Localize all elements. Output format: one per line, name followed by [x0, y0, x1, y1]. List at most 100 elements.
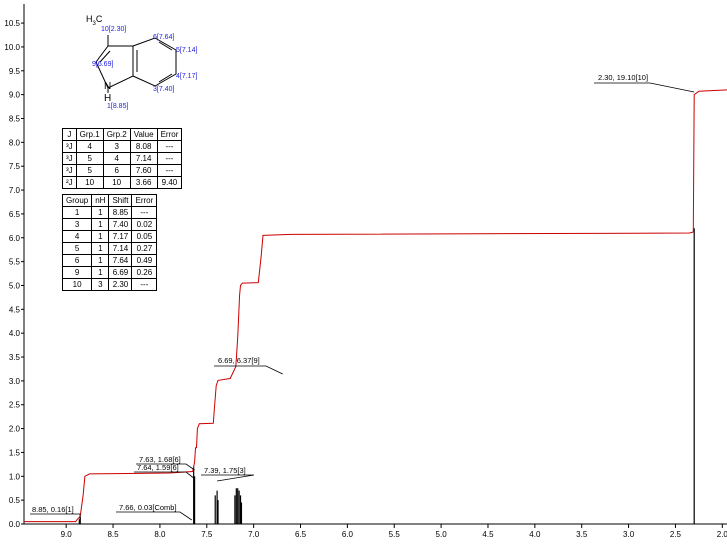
y-tick-label: 6.5	[9, 210, 21, 219]
atom-label-3: 3[7.40]	[153, 86, 174, 93]
x-tick-label: 9.0	[61, 530, 73, 539]
table-header-cell: Error	[131, 194, 158, 207]
x-tick-label: 2.0	[717, 530, 727, 539]
annotation-leader	[136, 463, 195, 471]
table-cell: 8.08	[129, 140, 158, 153]
x-tick-label: 7.0	[248, 530, 260, 539]
table-cell: 0.26	[131, 266, 158, 279]
atom-label-6: 6[7.64]	[153, 34, 174, 41]
table-row: 1 1 8.85 ---	[61, 206, 158, 219]
nh-hydrogen-label: H	[104, 93, 111, 104]
y-tick-label: 2.5	[9, 401, 21, 410]
table-cell: 7.17	[108, 230, 133, 243]
y-tick-label: 5.5	[9, 258, 21, 267]
peak-annotation-label: 7.63, 1.68[6]	[139, 455, 181, 464]
table-cell: 5	[61, 242, 93, 255]
table-cell: 7.40	[108, 218, 133, 231]
molecule-structure	[95, 35, 177, 93]
table-cell: 0.05	[131, 230, 158, 243]
table-row: ³J 5 4 7.14 ---	[62, 152, 183, 165]
annotation-leader	[201, 474, 255, 482]
peak-annotation-label: 2.30, 19.10[10]	[598, 73, 648, 82]
table-cell: 1	[91, 266, 110, 279]
table-cell: ---	[156, 164, 183, 177]
table-cell: ³J	[62, 152, 77, 165]
y-tick-label: 5.0	[9, 281, 21, 290]
table-cell: 10	[75, 176, 104, 189]
nitrogen-label: N	[104, 81, 111, 92]
table-header-row: J Grp.1 Grp.2 Value Error	[62, 128, 183, 141]
table-cell: 3	[91, 278, 110, 291]
table-cell: 9.40	[156, 176, 183, 189]
table-cell: ---	[156, 152, 183, 165]
y-tick-label: 9.0	[9, 91, 21, 100]
peak-annotation-label: 7.64, 1.59[6]	[137, 463, 179, 472]
table-cell: 1	[91, 242, 110, 255]
x-tick-label: 2.5	[670, 530, 682, 539]
x-tick-label: 8.5	[107, 530, 119, 539]
y-tick-label: 7.5	[9, 162, 21, 171]
peak-annotation-label: 7.39, 1.75[3]	[204, 466, 246, 475]
table-cell: 5	[75, 152, 104, 165]
table-cell: ³J	[62, 164, 77, 177]
y-tick-label: 10.0	[4, 43, 20, 52]
y-tick-label: 10.5	[4, 19, 20, 28]
annotation-leader	[134, 471, 194, 479]
y-tick-label: 8.0	[9, 138, 21, 147]
x-tick-label: 3.0	[623, 530, 635, 539]
atom-label-1: 1[8.85]	[107, 103, 128, 110]
table-cell: 1	[91, 254, 110, 267]
y-tick-label: 1.0	[9, 472, 21, 481]
peak-annotation-label: 8.85, 0.16[1]	[32, 505, 74, 514]
y-tick-label: 4.5	[9, 305, 21, 314]
table-cell: 0.49	[131, 254, 158, 267]
table-cell: 4	[61, 230, 93, 243]
peak-annotation-label: 6.69, 6.37[9]	[218, 356, 260, 365]
table-row: 10 3 2.30 ---	[61, 278, 158, 291]
spectrum-peaks	[78, 228, 695, 524]
y-tick-label: 0.0	[9, 520, 21, 529]
table-row: ³J 5 6 7.60 ---	[62, 164, 183, 177]
x-tick-label: 4.5	[482, 530, 494, 539]
table-cell: 1	[91, 206, 110, 219]
integral-curve	[24, 89, 727, 523]
table-row: ²J 10 10 3.66 9.40	[62, 176, 183, 189]
x-tick-label: 8.0	[154, 530, 166, 539]
table-cell: ---	[131, 206, 158, 219]
x-tick-label: 3.5	[576, 530, 588, 539]
y-tick-label: 4.0	[9, 329, 21, 338]
molecule-labels: H3C 10[2.30] 9[6.69] 6[7.64] 5[7.14] 4[7…	[86, 14, 197, 110]
table-row: 9 1 6.69 0.26	[61, 266, 158, 279]
table-header-cell: J	[62, 128, 77, 141]
benzene-ring	[132, 37, 177, 87]
x-tick-label: 5.0	[436, 530, 448, 539]
table-cell: ³J	[62, 140, 77, 153]
table-header-cell: Error	[156, 128, 183, 141]
table-cell: ²J	[62, 176, 77, 189]
annotation-leader	[116, 511, 193, 521]
axis-ticks: 9.0 8.5 8.0 7.5 7.0 6.5 6.0 5.5 5.0 4.5 4.0 3.5 3.0 2…	[4, 19, 727, 539]
annotation-leader	[594, 82, 695, 93]
table-cell: 6.69	[108, 266, 133, 279]
table-cell: 0.27	[131, 242, 158, 255]
x-tick-label: 6.5	[295, 530, 307, 539]
x-tick-label: 7.5	[201, 530, 213, 539]
y-tick-label: 2.0	[9, 425, 21, 434]
double-bond-c8-c9	[99, 50, 111, 63]
table-cell: 1	[91, 218, 110, 231]
peak-annotation-label: 7.66, 0.03[Comb]	[119, 503, 177, 512]
table-header-cell: Group	[61, 194, 93, 207]
table-header-cell: nH	[91, 194, 110, 207]
y-tick-label: 6.0	[9, 234, 21, 243]
table-cell: 10	[102, 176, 131, 189]
integral-trace	[24, 89, 727, 523]
table-header-cell: Grp.1	[75, 128, 104, 141]
y-tick-label: 1.5	[9, 448, 21, 457]
y-tick-label: 8.5	[9, 114, 21, 123]
table-cell: 4	[75, 140, 104, 153]
table-cell: ---	[156, 140, 183, 153]
table-row: 3 1 7.40 0.02	[61, 218, 158, 231]
y-tick-label: 3.0	[9, 377, 21, 386]
table-cell: 10	[61, 278, 93, 291]
